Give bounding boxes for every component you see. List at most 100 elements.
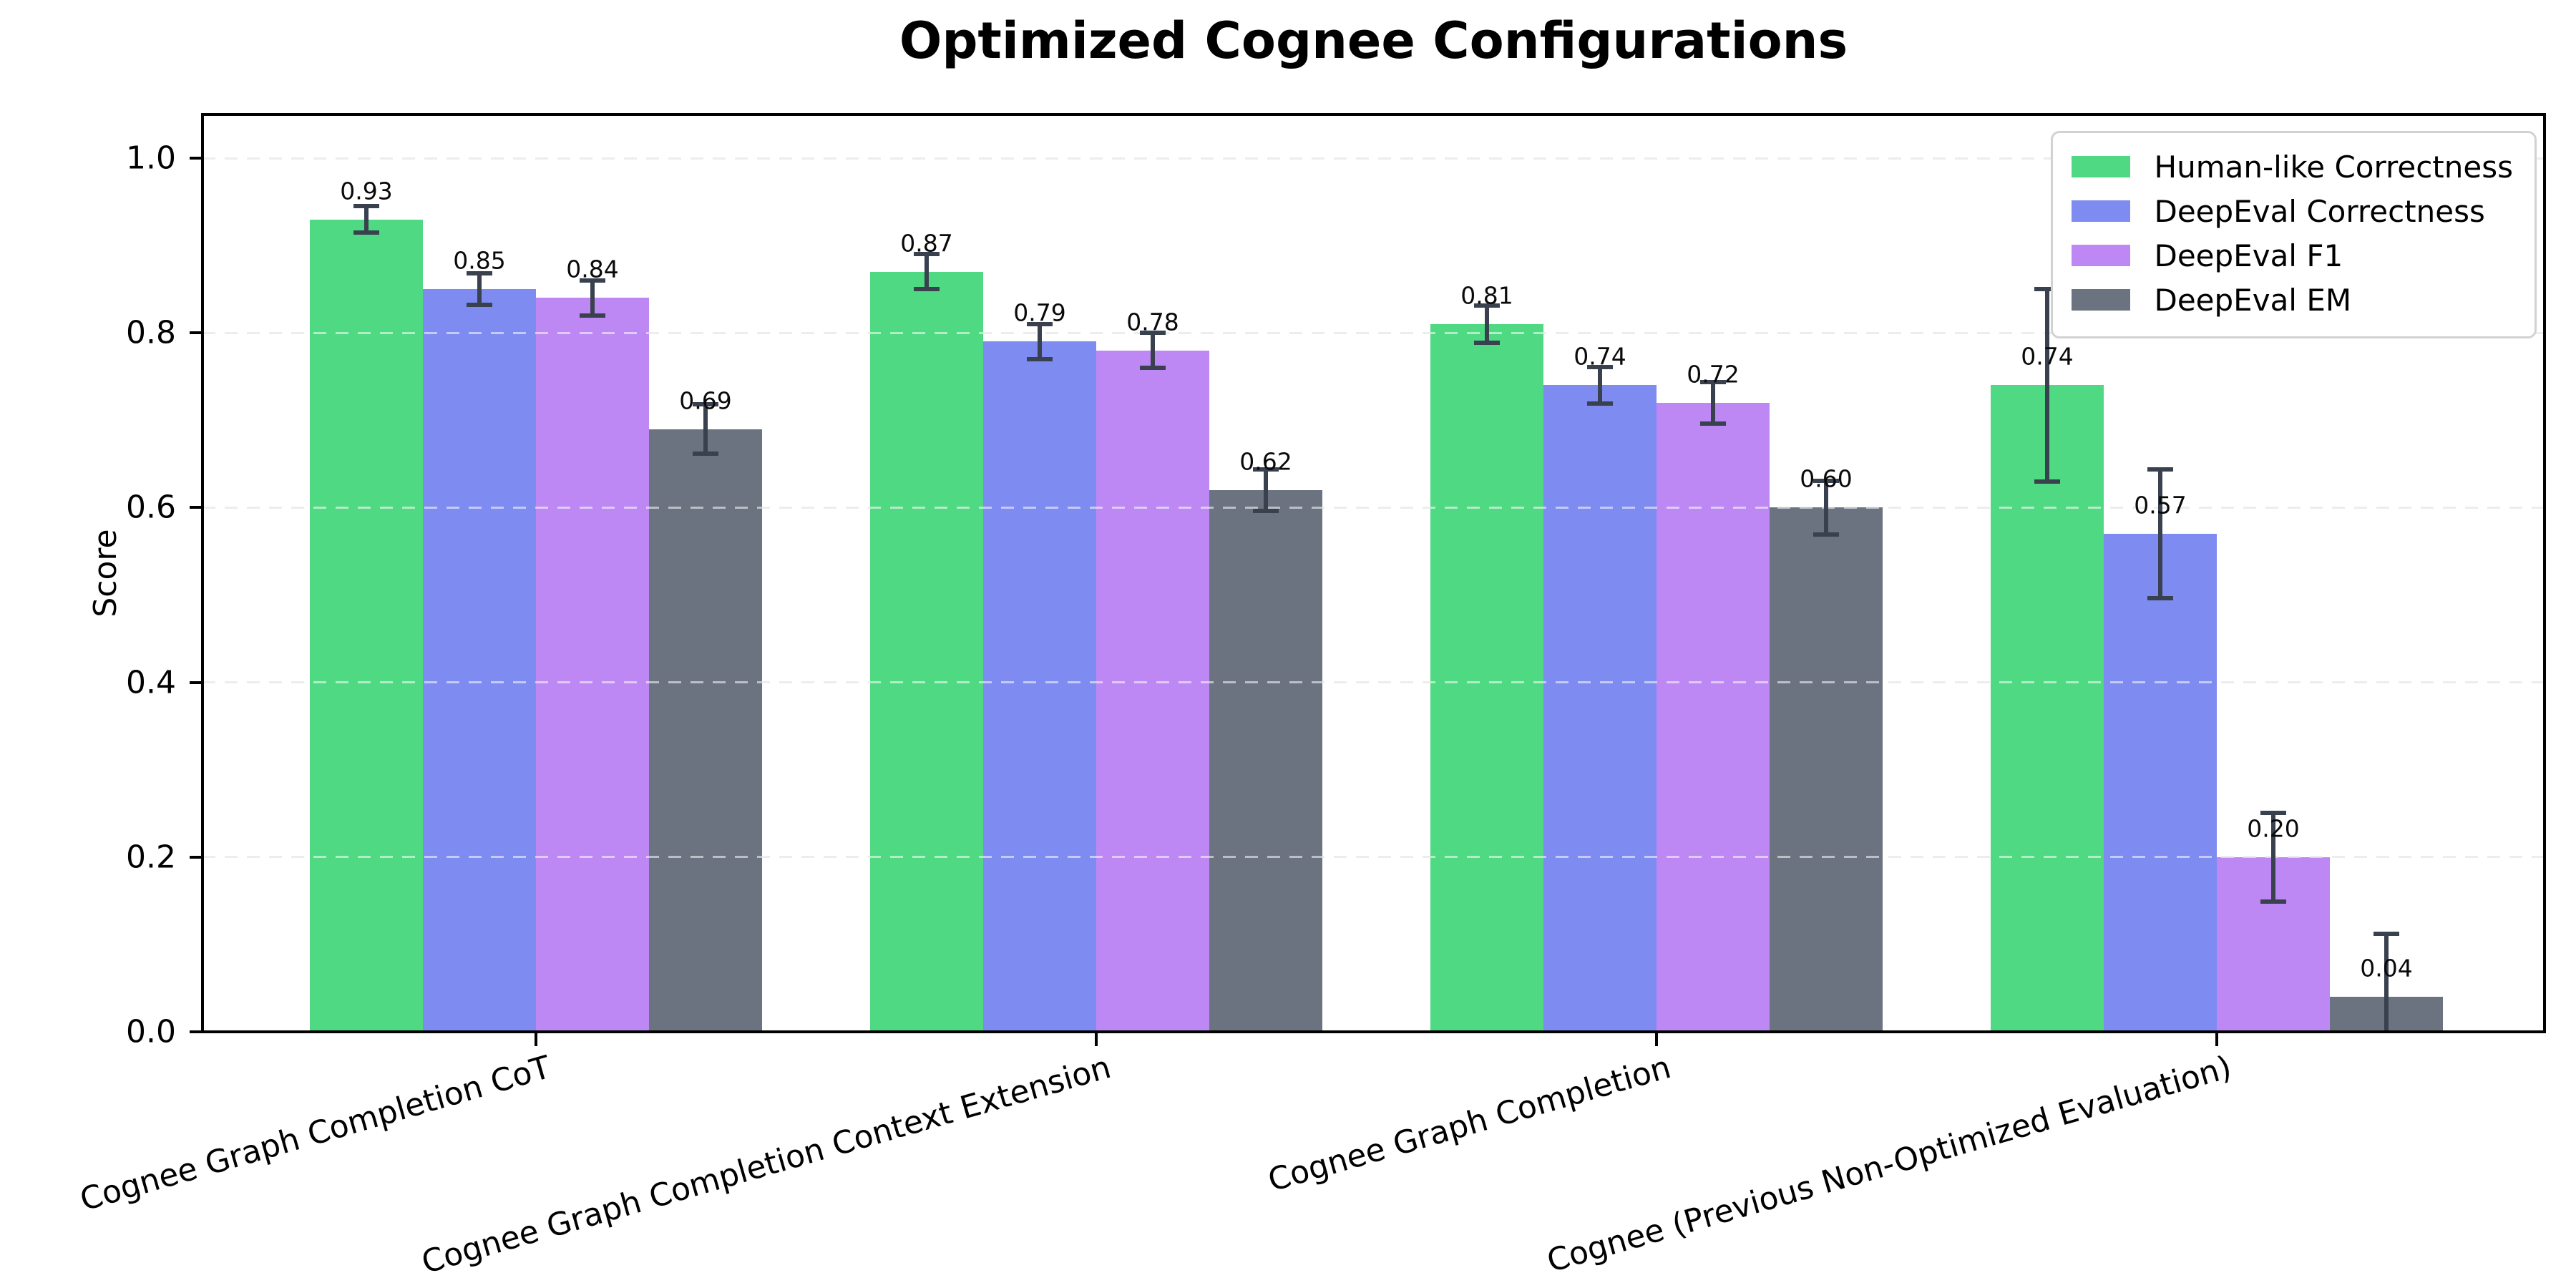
error-bar <box>1264 469 1268 512</box>
error-bar-cap-top <box>2373 932 2399 937</box>
error-bar-cap-bottom <box>1140 366 1166 371</box>
legend-swatch <box>2071 156 2130 177</box>
error-bar <box>1711 381 1715 424</box>
bar <box>649 429 762 1032</box>
chart-title: Optimized Cognee Configurations <box>899 11 1848 70</box>
error-bar <box>1598 366 1602 404</box>
error-bar-cap-bottom <box>1700 421 1726 426</box>
error-bar-cap-top <box>693 402 718 407</box>
error-bar-cap-bottom <box>693 451 718 456</box>
gridline-overlay <box>203 506 2545 509</box>
error-bar-cap-bottom <box>1813 532 1839 537</box>
error-bar-cap-top <box>353 204 379 209</box>
legend-item: DeepEval F1 <box>2071 233 2514 278</box>
gridline-overlay <box>203 157 2545 160</box>
y-tick-label: 0.6 <box>126 489 176 526</box>
error-bar-cap-top <box>1253 467 1279 472</box>
bar-value-label: 0.69 <box>679 386 732 415</box>
bar-value-label: 0.79 <box>1013 298 1066 327</box>
y-tick-mark <box>190 855 203 859</box>
x-tick-mark <box>1655 1033 1658 1046</box>
y-tick-mark <box>190 331 203 335</box>
error-bar <box>1485 306 1489 343</box>
legend-swatch <box>2071 200 2130 222</box>
error-bar <box>1151 333 1155 369</box>
y-axis-label: Score <box>87 529 124 618</box>
error-bar-cap-top <box>2034 287 2060 292</box>
y-tick-mark <box>190 680 203 684</box>
spine-left <box>201 113 204 1033</box>
y-tick-mark <box>190 1030 203 1033</box>
error-bar-cap-bottom <box>580 313 605 318</box>
bar-value-label: 0.93 <box>340 177 393 205</box>
error-bar-cap-top <box>1140 331 1166 336</box>
error-bar-cap-top <box>2147 467 2173 472</box>
error-bar-cap-top <box>1474 303 1500 308</box>
error-bar-cap-top <box>1700 379 1726 384</box>
spine-right <box>2543 113 2546 1033</box>
bar-value-label: 0.20 <box>2247 814 2300 843</box>
y-tick-label: 0.8 <box>126 314 176 351</box>
bar <box>1209 490 1322 1032</box>
error-bar-cap-top <box>467 271 492 276</box>
bar <box>536 298 649 1032</box>
bar-value-label: 0.62 <box>1239 447 1292 476</box>
legend-label: DeepEval F1 <box>2154 238 2343 273</box>
error-bar-cap-bottom <box>2260 899 2286 904</box>
error-bar-cap-bottom <box>467 303 492 308</box>
bar-value-label: 0.60 <box>1800 464 1853 493</box>
error-bar <box>477 273 482 306</box>
error-bar-cap-bottom <box>2034 479 2060 484</box>
error-bar-cap-bottom <box>1474 340 1500 345</box>
legend-label: DeepEval Correctness <box>2154 193 2485 229</box>
bar-value-label: 0.74 <box>1574 342 1626 371</box>
error-bar <box>1824 480 1828 535</box>
y-tick-mark <box>190 157 203 160</box>
bar-value-label: 0.87 <box>900 229 953 258</box>
bar <box>1430 324 1543 1032</box>
y-tick-mark <box>190 506 203 509</box>
y-tick-label: 1.0 <box>126 140 176 177</box>
x-tick-label: Cognee Graph Completion CoT <box>76 1049 555 1219</box>
bar-value-label: 0.84 <box>566 255 619 283</box>
x-tick-label: Cognee Graph Completion <box>1264 1049 1676 1199</box>
x-tick-mark <box>535 1033 537 1046</box>
bar-value-label: 0.72 <box>1687 360 1740 389</box>
error-bar-cap-bottom <box>1587 401 1613 406</box>
error-bar <box>2271 812 2275 902</box>
bar <box>2104 534 2217 1032</box>
error-bar-cap-top <box>1813 478 1839 483</box>
bar-value-label: 0.85 <box>453 246 506 275</box>
error-bar-cap-bottom <box>1027 356 1053 361</box>
bar-value-label: 0.57 <box>2134 491 2187 519</box>
error-bar <box>590 280 595 316</box>
y-tick-label: 0.0 <box>126 1013 176 1050</box>
x-tick-mark <box>1095 1033 1098 1046</box>
x-tick-mark <box>2215 1033 2218 1046</box>
error-bar-cap-top <box>914 252 940 257</box>
error-bar <box>364 206 369 233</box>
error-bar <box>2158 469 2162 599</box>
error-bar-cap-top <box>1587 364 1613 369</box>
bar <box>983 341 1096 1032</box>
bar <box>1770 507 1883 1032</box>
error-bar <box>2045 289 2049 482</box>
gridline-overlay <box>203 681 2545 684</box>
bar <box>310 219 423 1032</box>
error-bar-cap-bottom <box>914 287 940 292</box>
bar <box>1543 385 1657 1032</box>
legend: Human-like Correctness DeepEval Correctne… <box>2050 131 2537 338</box>
bar-value-label: 0.74 <box>2021 342 2074 371</box>
legend-item: DeepEval EM <box>2071 278 2514 322</box>
legend-label: Human-like Correctness <box>2154 149 2514 185</box>
spine-top <box>201 113 2546 116</box>
legend-swatch <box>2071 289 2130 311</box>
error-bar <box>924 254 929 290</box>
bar <box>1991 385 2104 1032</box>
error-bar-cap-bottom <box>2147 596 2173 601</box>
error-bar-cap-top <box>1027 322 1053 327</box>
legend-item: DeepEval Correctness <box>2071 189 2514 233</box>
bar-value-label: 0.78 <box>1126 308 1179 336</box>
y-tick-label: 0.2 <box>126 839 176 876</box>
